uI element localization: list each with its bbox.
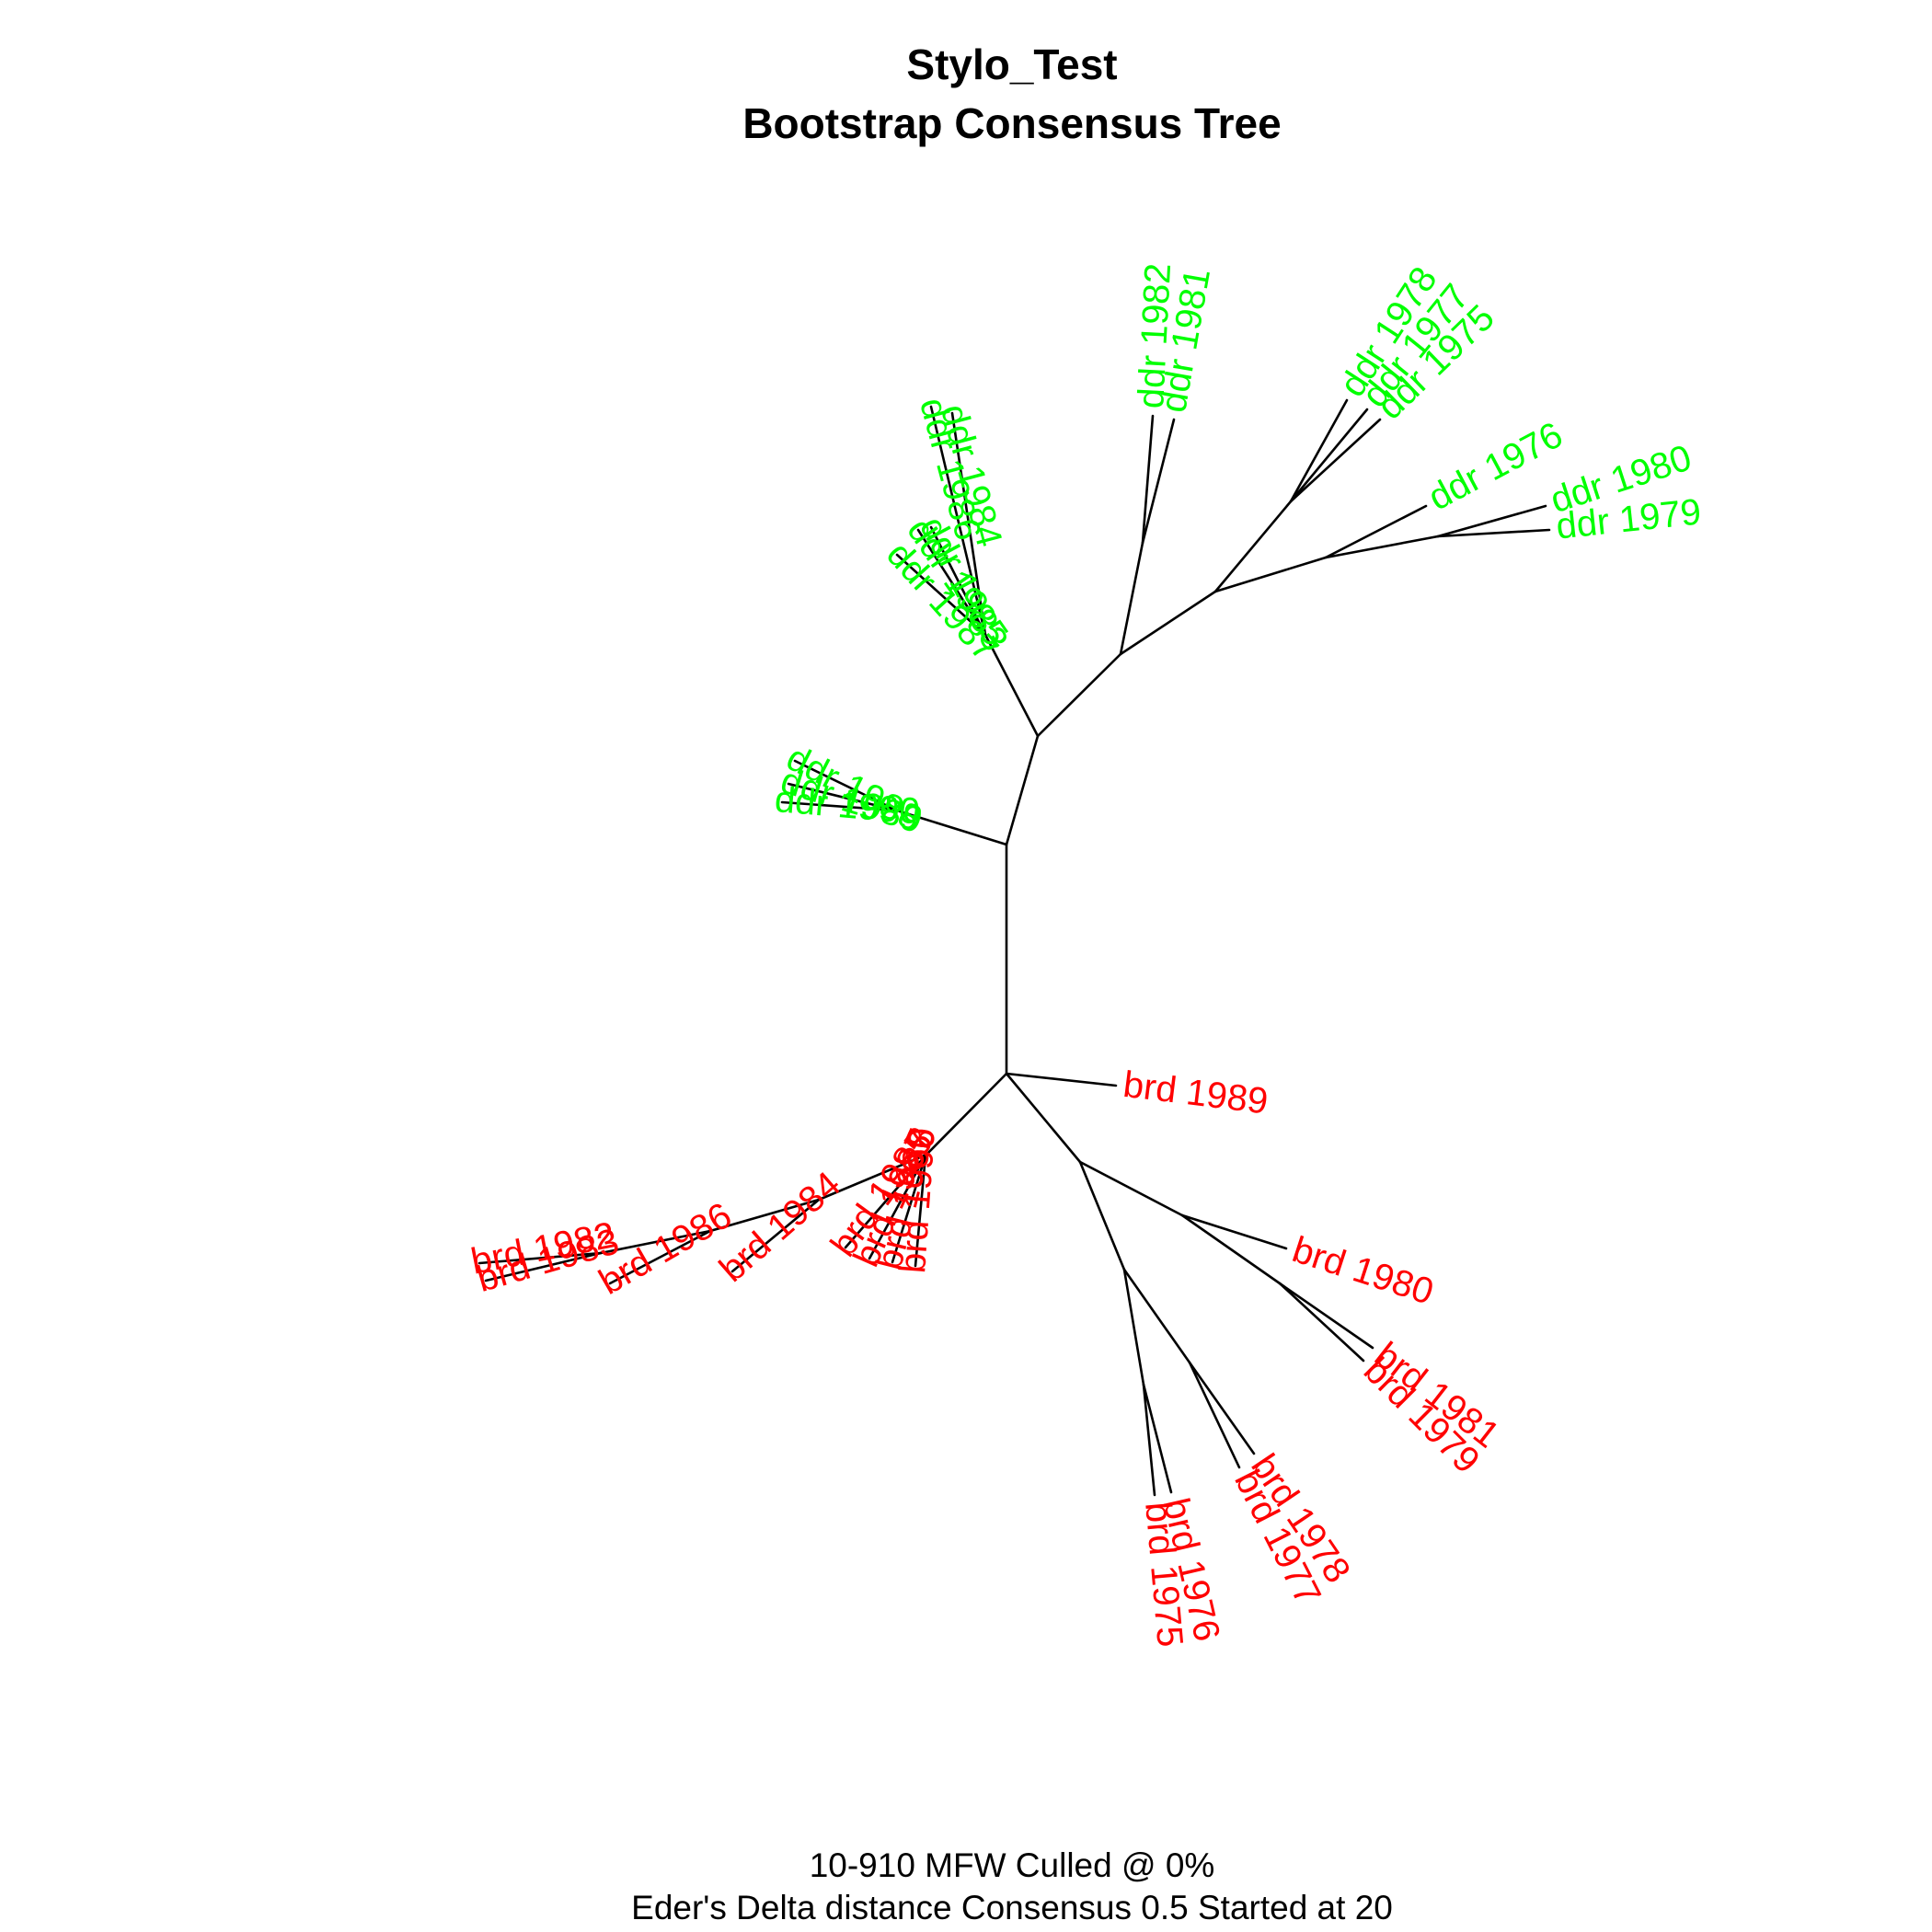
branch-n_ddr_888990-to-ddr_1990: [780, 800, 899, 812]
branch-n_root_a-to-n_ddr_888990: [895, 809, 1008, 846]
branch-n_brd_7981-to-brd_1979: [1278, 1282, 1365, 1363]
branch-n_ddr_757778-to-ddr_1978: [1289, 398, 1349, 503]
branch-n_ddr_right-to-n_ddr_8182: [1119, 541, 1144, 656]
branch-n_ddr_upper-to-n_ddr_right: [1036, 652, 1122, 738]
chart-title: Stylo_Test: [906, 40, 1117, 88]
branch-n_brd_8283-to-brd_1983: [484, 1251, 603, 1282]
branch-n_root_b-to-n_brd_right: [1005, 1072, 1082, 1164]
branch-n_root_b-to-brd_1989: [1005, 1072, 1118, 1087]
leaf-label-brd-1980: brd 1980: [1288, 1229, 1439, 1313]
branch-n_brd_84grp-to-n_brd_86grp: [708, 1198, 821, 1233]
branch-n_brd_86grp-to-brd_1986: [608, 1229, 712, 1285]
branch-n_ddr_left-to-ddr_1984: [950, 411, 987, 637]
branch-n_brd_7778-to-brd_1977: [1188, 1361, 1241, 1469]
branch-n_brd_7981-to-brd_1981: [1278, 1282, 1374, 1350]
branch-n_brd_8590-to-brd_1990: [914, 1154, 927, 1268]
branch-n_brd_7576-to-brd_1976: [1142, 1383, 1173, 1494]
branch-n_ddr_east-to-n_ddr_767980: [1213, 556, 1328, 593]
leaf-label-ddr-1982: ddr 1982: [1131, 262, 1179, 409]
branch-n_root_a-to-n_ddr_upper: [1005, 734, 1040, 846]
branch-n_ddr_right-to-n_ddr_east: [1119, 590, 1217, 656]
footer-method: Eder's Delta distance Consensus 0.5 Star…: [631, 1889, 1393, 1926]
branch-n_ddr_767980-to-n_ddr_7980: [1324, 535, 1440, 559]
branch-n_brd_8590-to-brd_1985: [844, 1154, 927, 1249]
branch-n_ddr_upper-to-n_ddr_left: [983, 633, 1040, 738]
branch-n_brd_7576-to-brd_1975: [1142, 1383, 1156, 1497]
branch-n_ddr_7980-to-ddr_1980: [1436, 504, 1547, 538]
branch-n_ddr_757778-to-ddr_1977: [1289, 408, 1369, 503]
leaf-label-ddr-1976: ddr 1976: [1422, 415, 1570, 519]
branch-n_ddr_888990-to-ddr_1988: [793, 759, 899, 812]
branch-n_brd_left-to-n_brd_84grp: [817, 1153, 928, 1202]
branch-n_brd_right-to-n_brd_75grp: [1078, 1160, 1126, 1271]
branch-n_ddr_east-to-n_ddr_757778: [1213, 500, 1293, 593]
branch-n_brd_86grp-to-n_brd_8283: [599, 1229, 712, 1255]
leaf-label-brd-1990: brd 1990: [892, 1127, 943, 1275]
branch-n_ddr_8182-to-ddr_1982: [1141, 414, 1155, 545]
branch-n_brd_84grp-to-brd_1984: [730, 1198, 821, 1273]
branch-n_ddr_left-to-ddr_1987: [895, 553, 987, 637]
branch-n_brd_8590-to-brd_1987: [868, 1154, 927, 1260]
branch-n_ddr_left-to-ddr_1986: [929, 405, 987, 637]
branch-n_ddr_888990-to-ddr_1989: [787, 782, 899, 812]
branch-n_brd_80grp-to-brd_1980: [1180, 1213, 1288, 1250]
branch-n_ddr_767980-to-ddr_1976: [1324, 504, 1428, 559]
branch-n_brd_8283-to-brd_1982: [477, 1251, 603, 1265]
chart-subtitle: Bootstrap Consensus Tree: [742, 99, 1281, 147]
footer-parameters: 10-910 MFW Culled @ 0%: [810, 1846, 1215, 1884]
branch-n_ddr_8182-to-ddr_1981: [1141, 418, 1176, 545]
branch-n_brd_7778-to-brd_1978: [1188, 1361, 1256, 1455]
branch-n_ddr_left-to-ddr_1983: [929, 525, 987, 637]
branch-n_brd_80grp-to-n_brd_7981: [1180, 1213, 1282, 1285]
tree-branches: [477, 398, 1551, 1497]
branch-n_brd_8590-to-brd_1988: [891, 1154, 927, 1264]
branch-n_brd_75grp-to-n_brd_7778: [1122, 1268, 1191, 1364]
branch-n_root_b-to-n_brd_left: [925, 1072, 1008, 1156]
leaf-label-ddr-1990: ddr 1990: [773, 779, 921, 833]
branch-n_brd_75grp-to-n_brd_7576: [1122, 1268, 1145, 1386]
leaf-label-brd-1989: brd 1989: [1121, 1064, 1271, 1122]
branch-n_ddr_left-to-ddr_1985: [916, 528, 987, 637]
branch-n_ddr_7980-to-ddr_1979: [1436, 528, 1551, 538]
branch-n_brd_right-to-n_brd_80grp: [1078, 1160, 1184, 1217]
branch-n_ddr_757778-to-ddr_1975: [1289, 418, 1382, 503]
